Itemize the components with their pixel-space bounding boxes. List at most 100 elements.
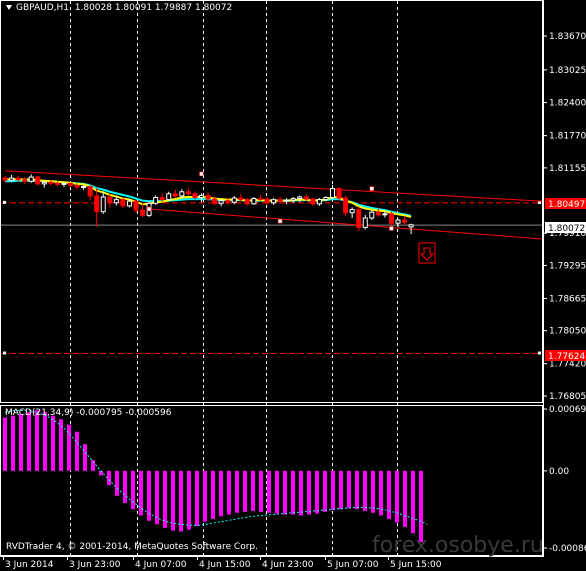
candle [225, 198, 231, 205]
macd-bar [355, 470, 359, 510]
macd-bar [83, 444, 87, 471]
macd-bar [19, 413, 23, 471]
candle [54, 181, 60, 187]
macd-signal [4, 409, 428, 526]
macd-bar [283, 470, 287, 515]
candle [375, 208, 381, 217]
candle [192, 191, 198, 200]
candle-body [74, 184, 80, 188]
candle [15, 175, 21, 182]
candle-body [81, 186, 87, 189]
candle [74, 183, 80, 190]
candle [218, 198, 224, 207]
candle [48, 180, 54, 186]
time-tick-label: 4 Jun 23:00 [262, 560, 314, 570]
macd-bar [307, 470, 311, 515]
candle [126, 198, 132, 208]
candles[interactable] [2, 174, 414, 235]
candle [244, 198, 250, 206]
sell-signal-box[interactable] [418, 242, 436, 264]
candle [172, 189, 178, 199]
price-tick-label: 1.77420 [549, 360, 586, 370]
candle-body [113, 199, 119, 204]
candle-body [166, 193, 172, 201]
macd-bar [123, 470, 127, 503]
price-channel [4, 170, 543, 240]
candle [402, 215, 408, 225]
macd-bar [299, 470, 303, 516]
macd-bar [67, 424, 71, 471]
bid-price-box [545, 222, 586, 233]
candle-body [172, 193, 178, 197]
candle [382, 211, 388, 218]
macd-bar [267, 470, 271, 513]
macd-bar [371, 470, 375, 513]
macd-bar [275, 470, 279, 514]
macd-bar [43, 412, 47, 471]
candle-body [185, 191, 191, 195]
macd-bar [3, 417, 7, 471]
macd-bar [75, 431, 79, 471]
horizontal-levels [1, 200, 542, 355]
candle [107, 193, 113, 208]
candle-body [218, 200, 224, 204]
macd-bar [131, 470, 135, 510]
candle [166, 191, 172, 202]
candle-body [159, 197, 165, 201]
macd-tick-label: 0.00 [549, 467, 569, 477]
candle-body [107, 196, 113, 204]
candle-body [402, 219, 408, 223]
candle-body [133, 200, 139, 211]
candle-body [277, 199, 283, 202]
macd-bar [379, 470, 383, 516]
macd-label: MACD(21,34,9) -0.000795 -0.000596 [5, 408, 172, 418]
candle [356, 206, 362, 232]
candle-body [100, 196, 106, 213]
symbol-label: GBPAUD,H1 [16, 3, 70, 13]
price-axis-labels: 1.83670 1.83025 1.82400 1.81770 1.81155 1.799… [543, 32, 586, 402]
candle [297, 195, 303, 203]
macd-bar [323, 470, 327, 512]
candle [81, 184, 87, 191]
candle-body [375, 211, 381, 216]
candle-body [126, 200, 132, 207]
candle-body [68, 182, 73, 186]
lower-level-tag [545, 350, 586, 361]
macd-bar [179, 470, 183, 532]
candle [395, 218, 401, 228]
macd-bar [243, 470, 247, 512]
macd-bar [291, 470, 295, 515]
copyright-text: RVDTrader 4, © 2001-2014, MetaQuotes Sof… [6, 542, 258, 552]
candle-body [330, 188, 335, 199]
candle-body [343, 197, 349, 214]
candle [41, 180, 47, 188]
candle [120, 198, 126, 209]
macd-bar [35, 410, 39, 471]
candle [94, 187, 100, 227]
arrow-dot [389, 226, 394, 231]
candle [238, 193, 244, 202]
macd-panel-frame [0, 405, 543, 556]
candle-body [231, 197, 237, 203]
candle-body [244, 199, 250, 205]
macd-tick-label: 0.000695 [549, 405, 586, 415]
macd-bar [195, 470, 199, 527]
time-tick-label: 5 Jun 07:00 [327, 560, 379, 570]
candle-body [316, 199, 322, 205]
lower-level-label: 1.77624 [548, 352, 585, 362]
ohlc-values: 1.80028 1.80091 1.79887 1.80072 [74, 3, 233, 13]
time-tick-label: 4 Jun 15:00 [199, 560, 251, 570]
channel-upper-line [4, 170, 543, 202]
macd-bar [347, 470, 351, 509]
macd-bar [315, 470, 319, 514]
candle-body [349, 209, 355, 214]
candle [284, 198, 290, 205]
candle-body [290, 198, 296, 201]
candle-body [192, 193, 198, 199]
macd-bar [115, 470, 119, 496]
down-arrow-icon [419, 247, 435, 261]
candle-body [356, 209, 362, 228]
macd-bar [387, 470, 391, 519]
candle [159, 193, 165, 203]
